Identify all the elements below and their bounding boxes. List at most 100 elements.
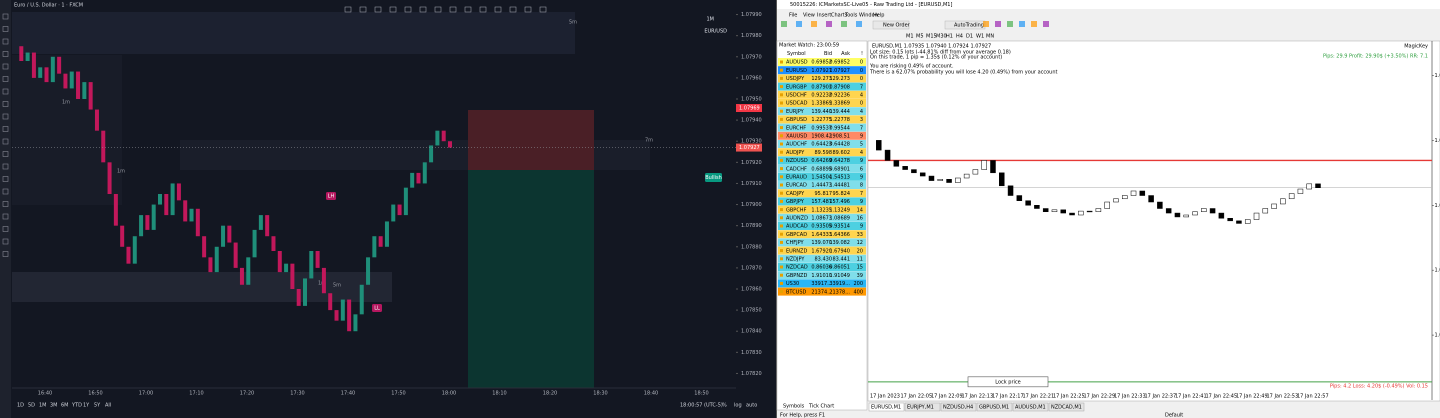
mw-row[interactable]: [778, 156, 866, 165]
menu-item[interactable]: Charts: [831, 13, 848, 19]
chart-tab[interactable]: [976, 402, 1013, 412]
toolbar-icon[interactable]: [796, 21, 802, 27]
tool-icon[interactable]: [2, 201, 9, 207]
mw-row[interactable]: [778, 107, 866, 116]
toolbar-icon[interactable]: [995, 21, 1001, 27]
menu-item[interactable]: Insert: [817, 13, 831, 19]
tool-icon[interactable]: [2, 238, 9, 245]
mw-row[interactable]: [778, 189, 866, 198]
range-button[interactable]: 3M: [50, 403, 58, 409]
drawing-tool[interactable]: [389, 6, 397, 13]
mw-tab[interactable]: Symbols: [783, 404, 805, 410]
mw-row[interactable]: [778, 222, 866, 230]
mw-row[interactable]: [778, 148, 866, 157]
drawing-tool[interactable]: [434, 6, 442, 13]
scale-option[interactable]: log: [734, 403, 742, 409]
toolbar-icon[interactable]: [826, 21, 832, 27]
tool-icon[interactable]: [2, 101, 9, 107]
mw-row[interactable]: [778, 58, 866, 66]
range-button[interactable]: 5D: [28, 403, 35, 409]
mw-row[interactable]: [778, 279, 866, 288]
mw-row[interactable]: [778, 123, 866, 132]
toolbar-icon[interactable]: [781, 21, 787, 27]
drawing-tool[interactable]: [524, 6, 532, 13]
drawing-tool[interactable]: [374, 6, 382, 13]
mw-row[interactable]: [778, 140, 866, 148]
tool-icon[interactable]: [2, 13, 9, 20]
mw-row[interactable]: [778, 287, 866, 296]
tool-icon[interactable]: [2, 63, 9, 70]
mw-row[interactable]: [778, 82, 866, 91]
tool-icon[interactable]: [2, 226, 9, 232]
toolbar-icon[interactable]: [1007, 21, 1013, 27]
timeframe[interactable]: H1: [946, 34, 953, 40]
mw-row[interactable]: [778, 164, 866, 173]
timeframe[interactable]: M30: [936, 34, 947, 40]
mw-row[interactable]: [778, 238, 866, 247]
mw-row[interactable]: [778, 246, 866, 255]
menu-item[interactable]: View: [803, 13, 815, 19]
mw-row[interactable]: [778, 230, 866, 239]
menu-item[interactable]: File: [789, 13, 797, 19]
tool-icon[interactable]: [2, 88, 9, 95]
menu-item[interactable]: Window: [859, 13, 879, 19]
mw-row[interactable]: [778, 197, 866, 206]
tool-icon[interactable]: [2, 26, 9, 32]
tool-icon[interactable]: [2, 51, 9, 57]
menu-item[interactable]: Help: [873, 13, 884, 19]
timeframe[interactable]: H4: [956, 34, 963, 40]
tool-icon[interactable]: [2, 126, 9, 132]
drawing-tool[interactable]: [464, 6, 472, 13]
tool-icon[interactable]: [2, 38, 9, 45]
mw-row[interactable]: [778, 115, 866, 124]
mw-row[interactable]: [778, 90, 866, 99]
tool-icon[interactable]: [2, 251, 9, 257]
tool-icon[interactable]: [2, 138, 9, 145]
tool-icon[interactable]: [2, 113, 9, 120]
drawing-tool[interactable]: [404, 6, 412, 13]
drawing-tool[interactable]: [494, 6, 502, 13]
mw-row[interactable]: [778, 254, 866, 263]
toolbar-icon[interactable]: [983, 21, 989, 27]
drawing-tool[interactable]: [539, 6, 547, 13]
range-button[interactable]: 6M: [61, 403, 69, 409]
drawing-tool[interactable]: [509, 6, 517, 13]
tool-icon[interactable]: [2, 176, 9, 182]
chart-tab[interactable]: [940, 402, 977, 412]
chart-tab[interactable]: [868, 402, 905, 412]
range-button[interactable]: 1Y: [83, 403, 90, 409]
mw-row[interactable]: [778, 74, 866, 83]
drawing-tool[interactable]: [419, 6, 427, 13]
scale-option[interactable]: auto: [746, 403, 757, 409]
drawing-tool[interactable]: [479, 6, 487, 13]
mw-row[interactable]: [778, 271, 866, 280]
chart-tab[interactable]: [904, 402, 941, 412]
range-button[interactable]: 1M: [39, 403, 47, 409]
timeframe[interactable]: MN: [986, 34, 994, 40]
menu-item[interactable]: Tools: [844, 13, 858, 19]
mw-row[interactable]: [778, 181, 866, 189]
tool-icon[interactable]: [2, 163, 9, 170]
timeframe[interactable]: M5: [916, 34, 924, 40]
tool-icon[interactable]: [2, 76, 9, 82]
mw-row[interactable]: [778, 131, 866, 140]
timeframe[interactable]: M15: [926, 34, 937, 40]
mw-row[interactable]: [778, 99, 866, 107]
toolbar-icon[interactable]: [841, 21, 847, 27]
tool-icon[interactable]: [2, 213, 9, 220]
mw-row[interactable]: [778, 172, 866, 181]
chart-tab[interactable]: [1048, 402, 1085, 412]
range-button[interactable]: 5Y: [94, 403, 101, 409]
drawing-tool[interactable]: [359, 6, 367, 13]
drawing-tool[interactable]: [449, 6, 457, 13]
timeframe[interactable]: D1: [966, 34, 973, 40]
toolbar-icon[interactable]: [1019, 21, 1025, 27]
range-button[interactable]: All: [105, 403, 111, 409]
mw-row[interactable]: [778, 205, 866, 214]
range-button[interactable]: YTD: [71, 403, 82, 409]
toolbar-icon[interactable]: [856, 21, 862, 27]
timeframe[interactable]: M1: [906, 34, 914, 40]
tool-icon[interactable]: [2, 151, 9, 157]
drawing-tool[interactable]: [344, 6, 352, 13]
new-order-button[interactable]: [872, 20, 910, 30]
